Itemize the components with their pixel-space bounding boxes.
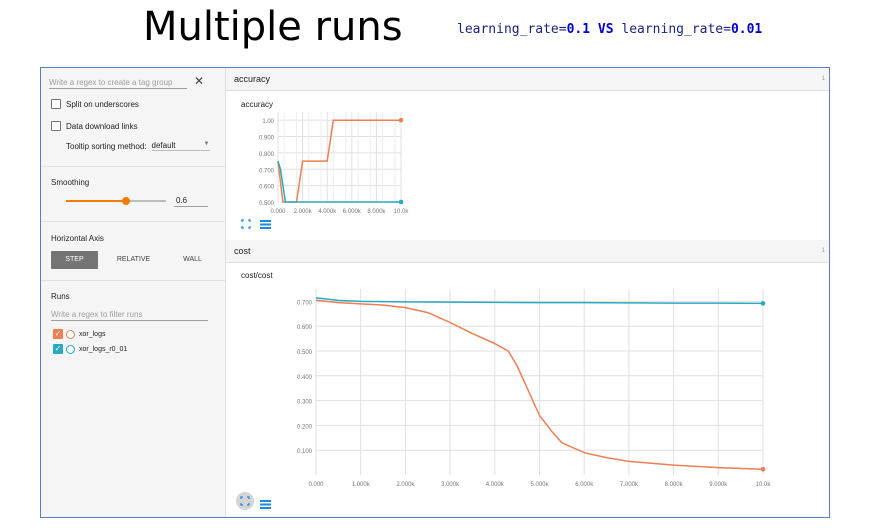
x-tick-label: 3.000k <box>441 482 460 488</box>
smoothing-slider[interactable] <box>66 197 166 205</box>
close-icon[interactable]: ✕ <box>194 74 205 88</box>
y-tick-label: 1.00 <box>262 119 274 125</box>
series-end-point <box>760 301 766 306</box>
data-download-label: Data download links <box>66 121 138 131</box>
accuracy-chart: 0.000 2.000k 4.000k 6.000k 8.000k 10.0k 0.500 0… <box>259 112 410 214</box>
y-tick-label: 0.500 <box>259 201 275 207</box>
tag-group-regex-input[interactable]: Write a regex to create a tag group <box>49 76 187 89</box>
y-tick-label: 0.300 <box>297 400 313 406</box>
runs-filter-input[interactable]: Write a regex to filter runs <box>51 309 208 321</box>
accuracy-card-header[interactable]: accuracy 1 <box>226 68 829 91</box>
y-tick-label: 0.100 <box>297 449 313 455</box>
smoothing-slider-thumb[interactable] <box>122 197 130 205</box>
fit-domain-icon[interactable] <box>236 492 254 510</box>
learning-rate-comparison: learning_rate=0.1 VS learning_rate=0.01 <box>457 22 762 37</box>
y-tick-label: 0.700 <box>259 168 275 174</box>
sidebar-divider <box>41 166 226 167</box>
smoothing-value-input[interactable]: 0.6 <box>174 195 208 207</box>
accuracy-chart-title: accuracy <box>241 100 274 109</box>
run-color-icon <box>66 344 75 354</box>
run-name: xor_logs <box>79 330 106 338</box>
x-tick-label: 8.000k <box>367 209 386 214</box>
tooltip-sorting-label: Tooltip sorting method: <box>66 141 147 151</box>
smoothing-label: Smoothing <box>51 178 90 187</box>
cost-card-count: 1 <box>821 248 825 254</box>
data-download-option[interactable]: Data download links <box>51 120 138 132</box>
series-end-point <box>398 117 404 123</box>
cost-card-header[interactable]: cost 1 <box>226 240 829 263</box>
vs-label: VS <box>597 22 614 37</box>
axis-step-button[interactable]: STEP <box>51 251 98 269</box>
y-tick-label: 0.200 <box>297 424 313 430</box>
sidebar-divider <box>41 221 226 222</box>
slide-title: Multiple runs <box>143 4 403 50</box>
left-rate-key: learning_rate= <box>457 22 567 37</box>
run-color-icon <box>66 329 75 339</box>
x-tick-label: 0.000 <box>308 482 324 488</box>
tooltip-sorting-select[interactable]: default ▼ <box>151 141 210 151</box>
runs-label: Runs <box>51 292 70 301</box>
smoothing-slider-fill <box>66 200 126 202</box>
cost-chart-title: cost/cost <box>241 271 273 280</box>
series-line-xor-logs <box>315 299 764 471</box>
accuracy-card-count: 1 <box>821 76 825 82</box>
x-tick-label: 6.000k <box>575 482 594 488</box>
x-tick-label: 9.000k <box>709 482 728 488</box>
run-name: xor_logs_r0_01 <box>79 345 128 353</box>
sidebar-divider <box>41 280 226 281</box>
series-line-xor-logs-r0-01 <box>315 297 764 305</box>
x-tick-label: 5.000k <box>530 482 549 488</box>
tooltip-sorting-value: default <box>151 141 176 150</box>
run-checkbox[interactable]: ✓ <box>53 344 63 354</box>
x-tick-label: 7.000k <box>620 482 639 488</box>
horizontal-axis-selector: STEP RELATIVE WALL <box>51 251 228 269</box>
y-tick-label: 0.600 <box>297 325 313 331</box>
x-tick-label: 4.000k <box>318 209 337 214</box>
left-rate-value: 0.1 <box>566 22 591 37</box>
series-end-point <box>760 466 766 472</box>
run-checkbox[interactable]: ✓ <box>53 329 63 339</box>
x-tick-label: 6.000k <box>343 209 362 214</box>
x-tick-label: 2.000k <box>294 209 313 214</box>
sidebar: Write a regex to create a tag group ✕ Sp… <box>41 68 226 517</box>
right-rate-key: learning_rate= <box>621 22 731 37</box>
x-tick-label: 8.000k <box>665 482 684 488</box>
dropdown-arrow-icon: ▼ <box>203 141 210 147</box>
x-tick-label: 10.0k <box>394 209 410 214</box>
x-tick-label: 2.000k <box>396 482 415 488</box>
y-tick-label: 0.700 <box>297 300 313 306</box>
y-tick-label: 0.600 <box>259 185 275 191</box>
data-download-checkbox[interactable] <box>51 121 61 131</box>
x-tick-label: 4.000k <box>486 482 505 488</box>
tooltip-sorting-row: Tooltip sorting method: default ▼ <box>66 140 211 152</box>
series-line-xor-logs-r0-01 <box>277 160 401 203</box>
menu-icon[interactable] <box>260 496 271 514</box>
cost-chart: 0.000 1.000k 2.000k 3.000k 4.000k 5.000k 6.000… <box>297 289 772 488</box>
y-tick-label: 0.400 <box>297 375 313 381</box>
x-tick-label: 0.000 <box>270 209 286 214</box>
run-item[interactable]: ✓ xor_logs <box>53 328 105 340</box>
x-tick-label: 1.000k <box>352 482 371 488</box>
axis-relative-button[interactable]: RELATIVE <box>116 256 151 263</box>
menu-icon[interactable] <box>260 216 271 234</box>
tensorboard-window: Write a regex to create a tag group ✕ Sp… <box>40 67 830 518</box>
y-tick-label: 0.900 <box>259 136 275 142</box>
axis-wall-button[interactable]: WALL <box>183 256 202 263</box>
accuracy-card-title: accuracy <box>234 74 271 84</box>
cost-card-title: cost <box>234 246 251 256</box>
split-underscores-option[interactable]: Split on underscores <box>51 98 139 110</box>
y-tick-label: 0.800 <box>259 152 275 158</box>
x-tick-label: 10.0k <box>756 482 772 488</box>
split-underscores-label: Split on underscores <box>66 99 139 109</box>
series-end-point <box>398 199 404 205</box>
fit-domain-icon[interactable] <box>241 216 251 234</box>
right-rate-value: 0.01 <box>730 22 763 37</box>
split-underscores-checkbox[interactable] <box>51 99 61 109</box>
run-item[interactable]: ✓ xor_logs_r0_01 <box>53 343 127 355</box>
horizontal-axis-label: Horizontal Axis <box>51 234 104 243</box>
y-tick-label: 0.500 <box>297 350 313 356</box>
